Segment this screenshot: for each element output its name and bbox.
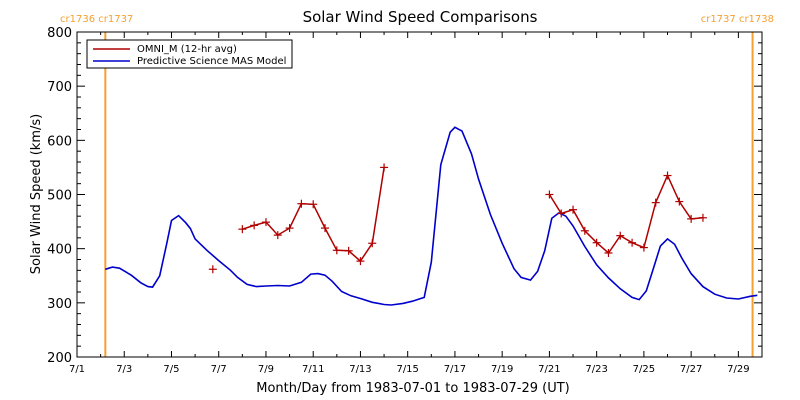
data-point-omni — [639, 243, 648, 252]
y-tick-label: 300 — [47, 297, 72, 312]
legend-box — [86, 39, 293, 69]
data-point-omni — [651, 198, 660, 207]
series-line-omni-segment — [548, 173, 703, 255]
data-point-omni — [569, 205, 578, 214]
data-point-omni — [238, 225, 247, 234]
data-point-omni — [687, 214, 696, 223]
x-tick-label: 7/21 — [538, 364, 560, 375]
data-point-omni — [663, 171, 672, 180]
y-tick-label: 400 — [47, 243, 72, 258]
data-point-omni — [675, 197, 684, 206]
y-axis-label: Solar Wind Speed (km/s) — [29, 114, 44, 274]
legend: OMNI_M (12-hr avg) Predictive Science MA… — [86, 39, 293, 69]
carrington-marker-label: cr1736 cr1737 — [60, 14, 133, 25]
data-point-omni — [285, 224, 294, 233]
carrington-marker-label: cr1737 cr1738 — [701, 14, 774, 25]
data-point-omni — [344, 246, 353, 255]
y-tick-label: 700 — [47, 80, 72, 95]
series-line-omni-segment — [242, 167, 385, 263]
x-tick-label: 7/19 — [491, 364, 513, 375]
x-tick-label: 7/29 — [727, 364, 749, 375]
y-tick-label: 200 — [47, 351, 72, 366]
data-point-omni — [356, 257, 365, 266]
chart-title: Solar Wind Speed Comparisons — [303, 8, 538, 26]
data-point-omni — [380, 163, 389, 172]
data-point-omni — [545, 190, 554, 199]
series-line-mas-model — [105, 126, 758, 306]
data-point-omni — [273, 231, 282, 240]
data-point-omni — [321, 224, 330, 233]
y-tick-label: 600 — [47, 134, 72, 149]
y-tick-label: 800 — [47, 26, 72, 41]
x-tick-label: 7/11 — [302, 364, 324, 375]
x-axis-label: Month/Day from 1983-07-01 to 1983-07-29 … — [256, 381, 569, 396]
x-tick-label: 7/3 — [116, 364, 132, 375]
data-point-omni — [208, 265, 217, 274]
y-tick-label: 500 — [47, 189, 72, 204]
data-point-omni — [616, 231, 625, 240]
data-point-omni — [297, 199, 306, 208]
x-tick-label: 7/15 — [396, 364, 418, 375]
x-tick-label: 7/23 — [585, 364, 607, 375]
data-point-omni — [309, 200, 318, 209]
x-tick-label: 7/5 — [163, 364, 179, 375]
x-tick-label: 7/25 — [633, 364, 655, 375]
data-point-omni — [698, 213, 707, 222]
data-point-omni — [250, 221, 259, 230]
data-point-omni — [628, 238, 637, 247]
data-point-omni — [261, 218, 270, 227]
legend-entry-mas: Predictive Science MAS Model — [137, 56, 286, 67]
data-point-omni — [368, 239, 377, 248]
data-point-omni — [592, 238, 601, 247]
legend-entry-omni: OMNI_M (12-hr avg) — [137, 44, 237, 55]
data-point-omni — [604, 249, 613, 257]
x-tick-label: 7/27 — [680, 364, 702, 375]
x-tick-label: 7/17 — [444, 364, 466, 375]
data-point-omni — [580, 226, 589, 235]
x-tick-label: 7/7 — [211, 364, 227, 375]
x-tick-label: 7/1 — [69, 364, 85, 375]
x-tick-label: 7/9 — [258, 364, 274, 375]
data-point-omni — [557, 209, 566, 218]
data-point-omni — [332, 246, 341, 255]
x-tick-label: 7/13 — [349, 364, 371, 375]
